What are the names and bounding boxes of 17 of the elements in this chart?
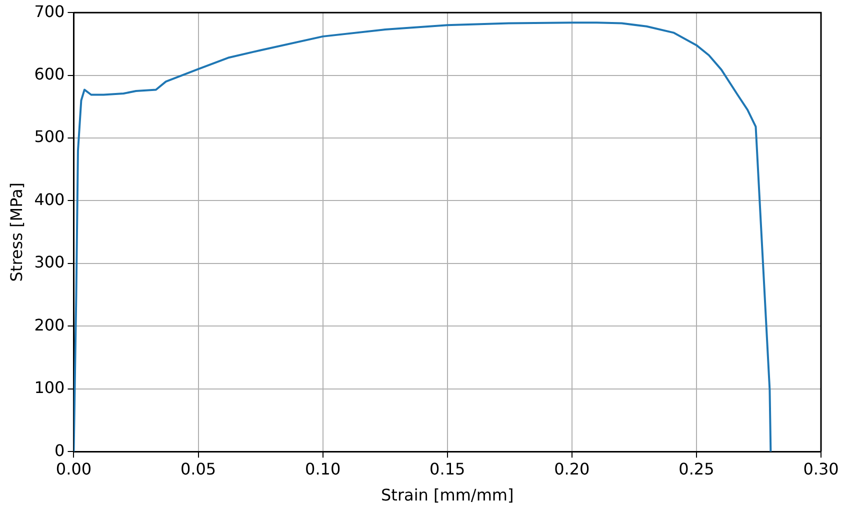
y-tick-label: 700 bbox=[34, 2, 65, 21]
x-tick-label: 0.00 bbox=[56, 459, 92, 478]
x-tick-label: 0.30 bbox=[803, 459, 839, 478]
y-tick-label: 100 bbox=[34, 378, 65, 398]
x-tick-label: 0.25 bbox=[678, 459, 714, 478]
y-tick-label: 200 bbox=[34, 315, 65, 334]
y-axis-title: Stress [MPa] bbox=[6, 182, 26, 282]
x-tick-label: 0.15 bbox=[430, 459, 466, 478]
x-tick-label: 0.20 bbox=[554, 459, 590, 478]
y-tick-label: 600 bbox=[34, 64, 65, 84]
x-tick-label: 0.05 bbox=[180, 459, 216, 478]
x-tick-label: 0.10 bbox=[305, 459, 341, 478]
y-tick-label: 400 bbox=[34, 190, 65, 209]
y-tick-label: 500 bbox=[34, 127, 65, 146]
y-tick-label: 300 bbox=[34, 252, 65, 272]
x-axis-title: Strain [mm/mm] bbox=[381, 486, 514, 505]
y-tick-label: 0 bbox=[54, 440, 65, 460]
